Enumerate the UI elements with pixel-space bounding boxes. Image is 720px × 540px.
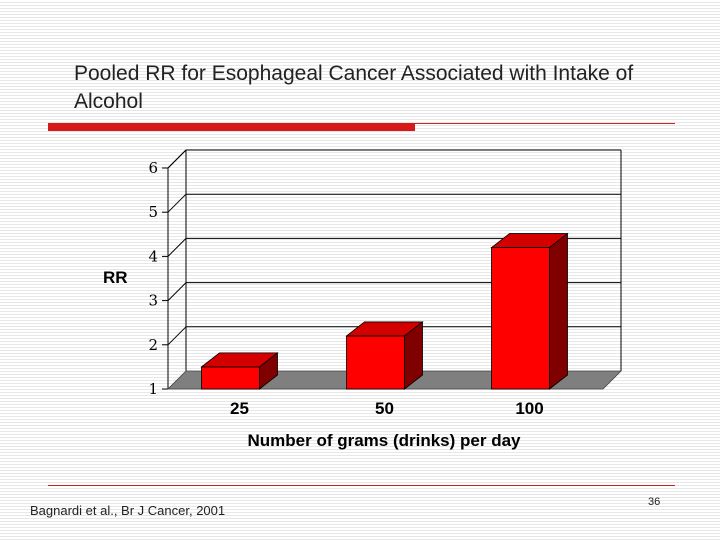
x-tick-label: 100 bbox=[515, 399, 543, 418]
x-tick-label: 25 bbox=[230, 399, 249, 418]
y-tick-label: 5 bbox=[148, 203, 158, 221]
page-number: 36 bbox=[648, 496, 661, 508]
citation: Bagnardi et al., Br J Cancer, 2001 bbox=[30, 503, 226, 518]
gridline-diagonal bbox=[167, 282, 187, 301]
x-tick-labels: 25 50 100 bbox=[230, 399, 544, 418]
x-tick-label: 50 bbox=[375, 399, 394, 418]
gridline-diagonal bbox=[167, 326, 187, 346]
y-tick-label: 2 bbox=[148, 336, 158, 354]
y-tick-label: 4 bbox=[148, 247, 158, 265]
bar-front bbox=[346, 335, 405, 390]
y-axis-title: RR bbox=[103, 268, 128, 287]
bar-side bbox=[549, 232, 568, 390]
gridline-diagonal bbox=[167, 149, 187, 169]
y-tick-label: 6 bbox=[148, 159, 158, 177]
bar-front bbox=[491, 247, 550, 390]
title-accent-bar bbox=[48, 123, 415, 131]
y-tick-label: 1 bbox=[148, 380, 158, 398]
bar-25 bbox=[200, 352, 279, 390]
y-axis bbox=[162, 167, 169, 390]
gridline-diagonal bbox=[167, 238, 187, 257]
y-tick-label: 3 bbox=[148, 292, 158, 310]
slide-title: Pooled RR for Esophageal Cancer Associat… bbox=[74, 62, 634, 113]
x-axis-title: Number of grams (drinks) per day bbox=[247, 431, 521, 450]
gridline-diagonal bbox=[167, 193, 187, 213]
bar-50 bbox=[345, 321, 424, 390]
bar-side bbox=[259, 352, 278, 390]
footer-rule bbox=[48, 485, 675, 486]
y-tick-labels: 1 2 3 4 5 6 bbox=[148, 159, 158, 398]
bar-100 bbox=[490, 232, 569, 390]
bar-series bbox=[200, 232, 569, 390]
bar-side bbox=[404, 321, 423, 390]
bar-front bbox=[201, 366, 260, 390]
